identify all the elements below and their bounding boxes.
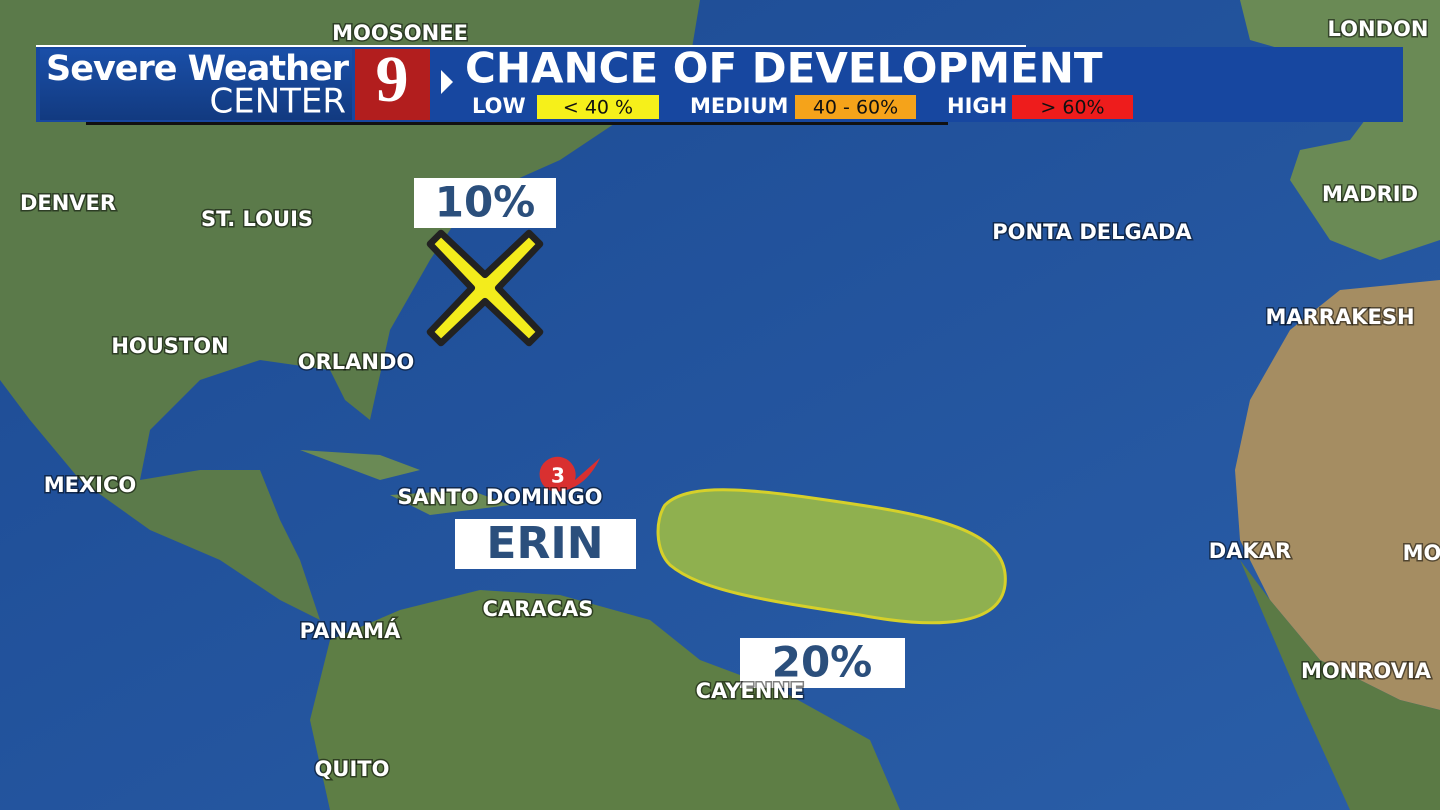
storm-name: ERIN [486, 518, 603, 569]
legend-range: < 40 % [563, 97, 633, 119]
legend-swatch [795, 95, 916, 119]
legend-swatch [1012, 95, 1133, 119]
city-label: MEXICO [44, 473, 137, 497]
legend-label: HIGH [947, 94, 1007, 118]
city-label: MOOSONEE [332, 21, 468, 45]
storm-icon [539, 456, 600, 492]
africa-south [1240, 560, 1440, 810]
chance-label: 10% [435, 178, 536, 227]
africa [1235, 280, 1440, 710]
city-label: LONDON [1328, 17, 1429, 41]
city-label: SANTO DOMINGO [397, 485, 602, 509]
legend-swatch [537, 95, 659, 119]
city-label: MADRID [1322, 182, 1418, 206]
storm-box [455, 519, 636, 569]
city-label: ST. LOUIS [201, 207, 313, 231]
city-label: ORLANDO [298, 350, 415, 374]
city-label: DAKAR [1209, 539, 1291, 563]
city-label: CARACAS [483, 597, 594, 621]
brand-panel [40, 49, 352, 120]
city-label: CAYENNE [696, 679, 805, 703]
arrow-icon [441, 70, 453, 94]
storm-category: 3 [551, 464, 565, 488]
outlook-area [656, 488, 1007, 625]
legend-label: MEDIUM [690, 94, 788, 118]
outlook-x [426, 229, 544, 347]
header-shadow [86, 122, 948, 125]
south-america [310, 590, 900, 810]
chance-label: 20% [772, 638, 873, 687]
city-label: PANAMÁ [300, 618, 401, 643]
brand-line: CENTER [209, 82, 346, 122]
city-label: MONROVIA [1301, 659, 1432, 683]
legend-range: > 60% [1040, 97, 1104, 119]
city-label: HOUSTON [111, 334, 228, 358]
logo-box [355, 49, 430, 120]
legend: LOW < 40 % MEDIUM 40 - 60% HIGH > 60% [472, 94, 1133, 119]
caribbean [300, 450, 510, 515]
brand-line: Severe Weather [46, 49, 350, 89]
north-america [0, 0, 700, 620]
legend-range: 40 - 60% [813, 97, 898, 119]
city-label: MO [1403, 541, 1440, 565]
chance-box [740, 638, 905, 688]
header-rule [36, 45, 1026, 48]
header-title: CHANCE OF DEVELOPMENT [465, 44, 1103, 93]
city-label: QUITO [315, 757, 390, 781]
city-label: PONTA DELGADA [992, 220, 1192, 244]
logo: 9 [376, 43, 409, 116]
city-label: MARRAKESH [1265, 305, 1414, 329]
city-label: DENVER [20, 191, 116, 215]
chance-box [414, 178, 556, 228]
legend-label: LOW [472, 94, 526, 118]
city-labels: MOOSONEE LONDON DENVER ST. LOUIS MADRID PONTA… [18, 16, 1440, 783]
